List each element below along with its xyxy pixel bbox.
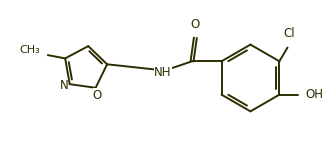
Text: N: N xyxy=(59,79,68,92)
Text: NH: NH xyxy=(154,66,171,79)
Text: CH₃: CH₃ xyxy=(19,45,40,55)
Text: OH: OH xyxy=(306,88,324,101)
Text: O: O xyxy=(191,17,200,30)
Text: O: O xyxy=(93,88,102,101)
Text: Cl: Cl xyxy=(283,27,295,40)
